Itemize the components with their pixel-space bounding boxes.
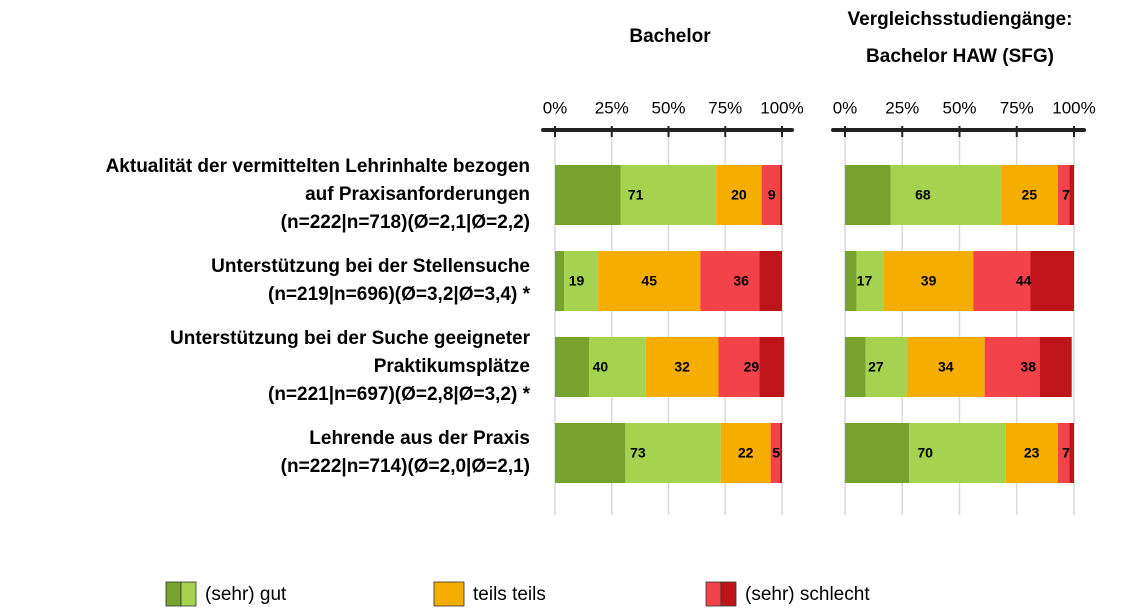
category-label: Aktualität der vermittelten Lehrinhalte … (106, 156, 530, 177)
legend-label: (sehr) gut (205, 584, 287, 605)
category-label: (n=221|n=697)(Ø=2,8|Ø=3,2) * (268, 384, 531, 405)
value-label: 39 (921, 273, 937, 289)
bar-segment (856, 251, 884, 311)
bar-segment (845, 423, 910, 483)
bar-segment (984, 337, 1040, 397)
x-tick-label: 75% (1000, 98, 1034, 117)
category-label: auf Praxisanforderungen (305, 184, 530, 205)
value-label: 22 (738, 445, 754, 461)
legend-swatch (180, 581, 197, 607)
panel-title: Vergleichsstudiengänge: (848, 9, 1073, 30)
x-tick-label: 25% (885, 98, 919, 117)
x-tick-label: 0% (543, 98, 568, 117)
bar-segment (883, 251, 974, 311)
bar-segment (1030, 251, 1074, 311)
category-label: Unterstützung bei der Stellensuche (211, 256, 530, 277)
category-label: Unterstützung bei der Suche geeigneter (170, 328, 531, 349)
bar-segment (718, 337, 760, 397)
bar-segment (625, 423, 721, 483)
bar-segment (1039, 337, 1072, 397)
bar-segment (845, 337, 866, 397)
bar-segment (720, 423, 771, 483)
value-label: 32 (674, 359, 690, 375)
bar-segment (973, 251, 1031, 311)
value-label: 9 (768, 187, 776, 203)
value-label: 34 (938, 359, 954, 375)
legend-label: (sehr) schlecht (745, 584, 870, 605)
bar-segment (1057, 165, 1070, 225)
bar-segment (845, 251, 857, 311)
x-tick-label: 50% (942, 98, 976, 117)
bar-segment (1069, 423, 1074, 483)
category-label: (n=222|n=714)(Ø=2,0|Ø=2,1) (281, 456, 530, 477)
bar-segment (1000, 165, 1058, 225)
panel-title: Bachelor HAW (SFG) (866, 46, 1054, 67)
value-label: 40 (593, 359, 609, 375)
bar-segment (555, 337, 590, 397)
legend-swatch (433, 581, 465, 607)
legend-swatch (705, 581, 722, 607)
bar-segment (1005, 423, 1058, 483)
value-label: 20 (731, 187, 747, 203)
bar-segment (909, 423, 1006, 483)
bar-segment (759, 337, 785, 397)
bar-segment (865, 337, 907, 397)
value-label: 7 (1062, 445, 1070, 461)
bar-segment (589, 337, 646, 397)
value-label: 23 (1024, 445, 1040, 461)
value-label: 70 (917, 445, 933, 461)
bar-segment (555, 165, 621, 225)
value-label: 38 (1020, 359, 1036, 375)
bar-segment (761, 165, 780, 225)
x-tick-label: 25% (595, 98, 629, 117)
value-label: 44 (1016, 273, 1032, 289)
panel-title: Bachelor (629, 26, 711, 47)
bar-segment (555, 423, 626, 483)
legend-label: teils teils (473, 584, 546, 605)
bar-segment (759, 251, 782, 311)
bar-segment (564, 251, 599, 311)
bar-segment (1069, 165, 1074, 225)
bar-segment (890, 165, 1001, 225)
x-tick-label: 50% (651, 98, 685, 117)
category-label: Lehrende aus der Praxis (309, 428, 530, 449)
value-label: 19 (569, 273, 585, 289)
bar-segment (845, 165, 891, 225)
bar-segment (598, 251, 701, 311)
value-label: 71 (628, 187, 644, 203)
value-label: 7 (1062, 187, 1070, 203)
value-label: 29 (744, 359, 760, 375)
legend-swatch (720, 581, 737, 607)
x-tick-label: 100% (760, 98, 803, 117)
value-label: 45 (641, 273, 657, 289)
value-label: 25 (1022, 187, 1038, 203)
bar-segment (770, 423, 780, 483)
bar-segment (620, 165, 717, 225)
value-label: 5 (772, 445, 780, 461)
bar-segment (1057, 423, 1070, 483)
bar-segment (906, 337, 985, 397)
x-tick-label: 75% (708, 98, 742, 117)
category-label: Praktikumsplätze (374, 356, 530, 377)
bar-segment (645, 337, 719, 397)
legend-swatch (165, 581, 182, 607)
value-label: 27 (868, 359, 884, 375)
value-label: 68 (915, 187, 931, 203)
bar-segment (779, 165, 782, 225)
bar-segment (700, 251, 760, 311)
bar-segment (555, 251, 565, 311)
category-label: (n=219|n=696)(Ø=3,2|Ø=3,4) * (268, 284, 531, 305)
x-tick-label: 0% (833, 98, 858, 117)
category-label: (n=222|n=718)(Ø=2,1|Ø=2,2) (281, 212, 530, 233)
bar-segment (716, 165, 762, 225)
x-tick-label: 100% (1052, 98, 1095, 117)
value-label: 17 (857, 273, 873, 289)
value-label: 73 (630, 445, 646, 461)
bar-segment (779, 423, 782, 483)
value-label: 36 (733, 273, 749, 289)
